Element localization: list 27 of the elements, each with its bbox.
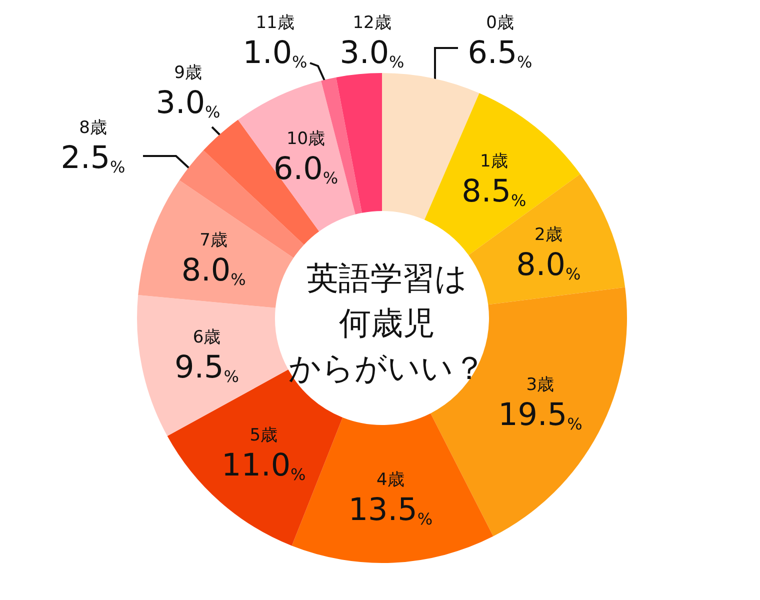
data-label: 2.5% (60, 140, 126, 176)
slice-label: 10歳 (286, 129, 326, 150)
data-label: 6.5% (468, 35, 532, 72)
slice-label: 8歳 (79, 118, 107, 138)
slice-label: 2歳 (534, 225, 562, 246)
slice-label: 11歳 (256, 13, 294, 33)
text: 英語学習は何歳児からがいい？ (288, 259, 486, 387)
slice-label: 6歳 (192, 327, 221, 348)
data-label: 8.0% (181, 252, 246, 289)
slice-label: 12歳 (352, 13, 392, 33)
data-label: 11.0% (222, 447, 306, 484)
slice-label: 9歳 (174, 63, 202, 83)
slice-label: 7歳 (200, 230, 228, 250)
data-label: 8.0% (516, 247, 581, 284)
slice-label: 4歳 (376, 470, 404, 490)
data-label: 6.0% (274, 151, 338, 188)
data-label: 9.5% (174, 349, 239, 386)
data-label: 19.5% (498, 396, 582, 434)
slice-label: 5歳 (250, 425, 278, 446)
slice-label: 0歳 (486, 13, 514, 33)
slice-label: 3歳 (526, 374, 554, 395)
data-label: 8.5% (462, 173, 526, 210)
data-label: 3.0% (156, 85, 220, 122)
data-label: 13.5% (348, 492, 433, 528)
data-label: 3.0% (340, 35, 404, 72)
slice-label: 1歳 (480, 151, 508, 172)
data-label: 1.0% (242, 35, 308, 72)
